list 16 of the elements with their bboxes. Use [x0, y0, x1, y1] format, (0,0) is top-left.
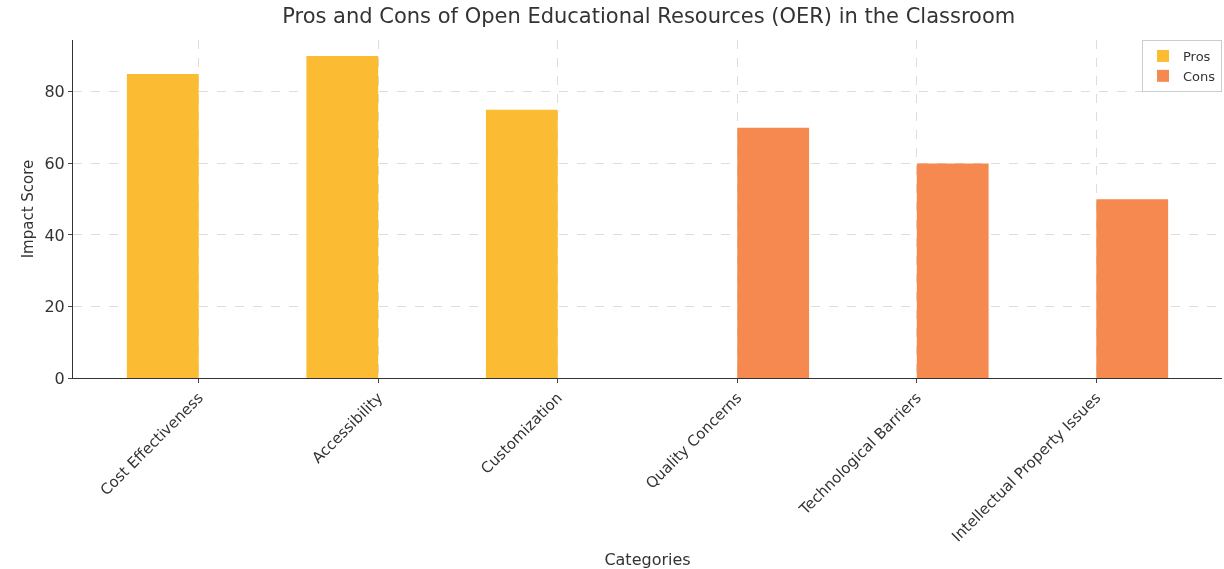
y-tick-label: 20 — [44, 297, 65, 317]
bar — [737, 127, 810, 378]
bar — [1096, 199, 1169, 378]
bar — [916, 163, 989, 378]
x-axis-title: Categories — [604, 550, 691, 569]
legend-label: Cons — [1183, 68, 1216, 84]
y-axis-title: Impact Score — [19, 159, 37, 259]
y-tick-label: 0 — [54, 368, 65, 388]
chart-title: Pros and Cons of Open Educational Resources (OER) in the Classroom — [282, 4, 1016, 29]
y-tick-label: 80 — [44, 82, 65, 102]
y-tick-label: 60 — [44, 154, 65, 173]
bar — [485, 109, 558, 378]
bar — [306, 56, 379, 378]
legend-label: Pros — [1183, 49, 1211, 65]
bar — [126, 73, 199, 378]
y-tick-label: 40 — [44, 225, 65, 245]
